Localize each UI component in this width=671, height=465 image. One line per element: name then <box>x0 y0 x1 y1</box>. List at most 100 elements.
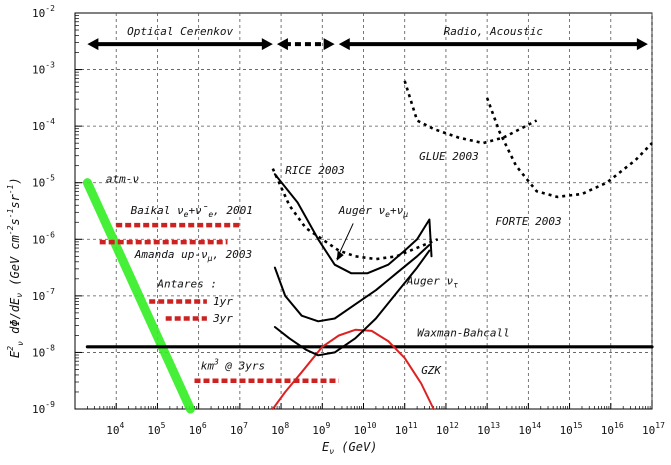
series-label: GLUE 2003 <box>419 150 479 163</box>
x-axis-title-main: E <box>322 440 330 454</box>
x-tick-exponent: 6 <box>202 421 207 430</box>
label-tail: , 2003 <box>212 248 252 261</box>
x-tick-label: 1010 <box>354 421 377 437</box>
x-axis-title: Eν (GeV) <box>322 440 377 456</box>
label-text: FORTE 2003 <box>495 215 561 228</box>
series-gzk-line <box>271 328 435 410</box>
region-arrow-head-left <box>276 38 288 51</box>
series-label: km3 @ 3yrs <box>201 357 265 372</box>
series-label: Auger ντ <box>406 275 458 290</box>
series-label: Antares : <box>156 277 217 290</box>
label-subscript-2: e <box>208 210 213 219</box>
x-axis-title-units: (GeV) <box>334 440 377 454</box>
x-tick-exponent: 9 <box>326 421 331 430</box>
x-tick-exponent: 8 <box>284 421 289 430</box>
x-tick-exponent: 14 <box>532 421 542 430</box>
y-tick-exponent: -3 <box>45 61 55 70</box>
y-tick-label: 10-3 <box>32 61 55 77</box>
y-axis-title-sup: 2 <box>6 346 15 351</box>
region-arrow-head-right <box>261 38 273 51</box>
y-tick-exponent: -6 <box>45 230 55 239</box>
x-tick-base: 10 <box>436 424 449 437</box>
region-arrow <box>276 38 335 51</box>
label-text: GZK <box>421 364 442 377</box>
x-tick-label: 108 <box>271 421 289 437</box>
y-tick-base: 10 <box>32 403 45 416</box>
label-subscript: τ <box>453 281 458 290</box>
auger-pointer-head <box>336 250 344 261</box>
label-text: atm-ν <box>106 173 139 186</box>
x-tick-exponent: 7 <box>243 421 248 430</box>
x-tick-base: 10 <box>312 424 325 437</box>
label-tail: , 2001 <box>213 204 253 217</box>
label-text: Auger ν <box>406 275 454 288</box>
y-tick-base: 10 <box>32 346 45 359</box>
label-text: Baikal ν <box>131 204 184 217</box>
label-tail: @ 3yrs <box>219 359 265 372</box>
label-superscript: 3 <box>213 357 219 366</box>
y-tick-exponent: -8 <box>45 343 55 352</box>
series-label: Auger νe+νμ <box>338 204 408 219</box>
series-label: FORTE 2003 <box>495 215 561 228</box>
series-auger-e-line <box>273 173 433 275</box>
x-tick-label: 1015 <box>560 421 583 437</box>
region-arrow: Radio, Acoustic <box>338 25 648 51</box>
x-tick-label: 109 <box>312 421 330 437</box>
label-text: GLUE 2003 <box>419 150 479 163</box>
label-subscript-2: μ <box>402 210 408 219</box>
x-tick-label: 106 <box>189 421 207 437</box>
label-mid: +ν̄ <box>188 204 208 217</box>
series-label: atm-ν <box>106 173 139 186</box>
x-tick-base: 10 <box>147 424 160 437</box>
region-arrow-head-left <box>338 38 350 51</box>
series-label: RICE 2003 <box>285 164 345 177</box>
y-tick-base: 10 <box>32 233 45 246</box>
region-label: Radio, Acoustic <box>444 25 544 38</box>
x-tick-label: 1012 <box>436 421 459 437</box>
label-subscript: e <box>385 210 390 219</box>
x-tick-exponent: 10 <box>367 421 377 430</box>
x-tick-exponent: 13 <box>490 421 500 430</box>
y-axis-title-units: (GeV cm <box>8 235 22 293</box>
series-auger-line <box>273 243 431 323</box>
x-tick-exponent: 5 <box>161 421 166 430</box>
y-tick-label: 10-8 <box>32 343 55 359</box>
region-arrow-head-left <box>87 38 99 51</box>
label-text: Waxman-Bahcall <box>417 327 510 340</box>
y-axis-title: E2ν dΦ/dEν (GeV cm-2s-1sr-1) <box>6 177 25 358</box>
series-label: GZK <box>421 364 442 377</box>
x-tick-exponent: 15 <box>573 421 583 430</box>
y-tick-base: 10 <box>32 177 45 190</box>
x-tick-label: 1017 <box>642 421 665 437</box>
label-text: 1yr <box>213 295 233 308</box>
label-text: Antares : <box>156 277 217 290</box>
region-arrow: Optical Cerenkov <box>87 25 273 51</box>
label-text: 3yr <box>212 312 233 325</box>
y-axis-title-units-sup2: -1 <box>6 209 15 219</box>
x-tick-exponent: 4 <box>119 421 124 430</box>
y-tick-label: 10-4 <box>32 117 55 133</box>
x-tick-base: 10 <box>354 424 367 437</box>
y-axis-title-units-end: ) <box>8 177 22 184</box>
x-tick-base: 10 <box>395 424 408 437</box>
x-tick-base: 10 <box>560 424 573 437</box>
series-unlabeled-line <box>273 249 431 357</box>
y-tick-exponent: -9 <box>45 400 55 409</box>
y-axis-title-units-sup3: -1 <box>6 185 15 195</box>
y-tick-base: 10 <box>32 64 45 77</box>
y-tick-label: 10-5 <box>32 174 55 190</box>
y-axis-title-mid: dΦ/dE <box>8 297 22 341</box>
series-label: 3yr <box>212 312 233 325</box>
y-tick-base: 10 <box>32 290 45 303</box>
y-tick-label: 10-6 <box>32 230 55 246</box>
y-axis-title-sub: ν <box>16 341 25 346</box>
y-tick-base: 10 <box>32 120 45 133</box>
label-text: km <box>201 359 215 372</box>
region-arrow-head-right <box>636 38 648 51</box>
x-tick-label: 1013 <box>477 421 500 437</box>
x-tick-label: 1011 <box>395 421 418 437</box>
series-glue-2003-line <box>403 80 538 145</box>
region-label: Optical Cerenkov <box>127 25 233 38</box>
